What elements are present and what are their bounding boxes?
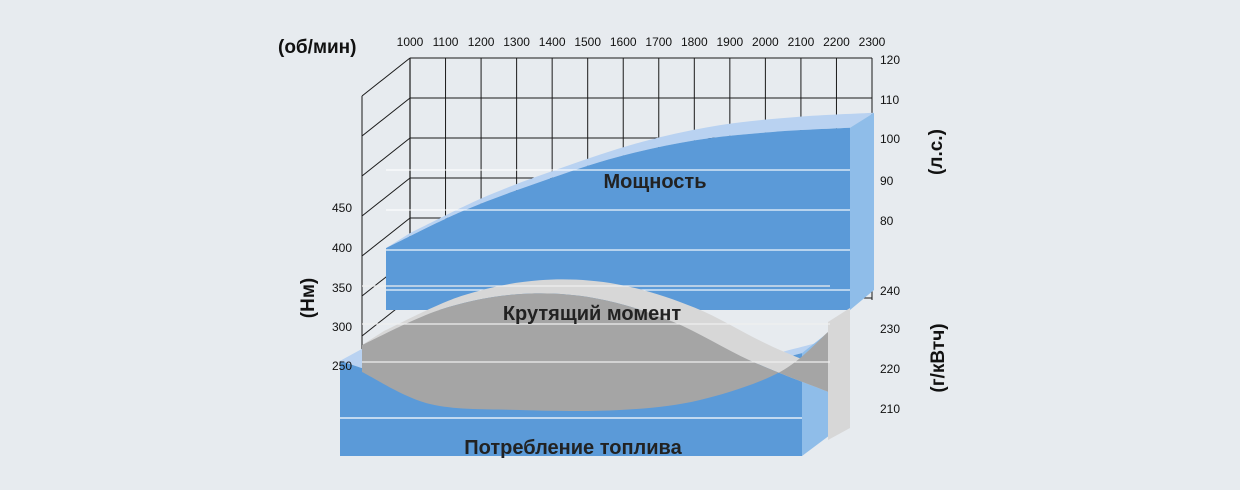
rpm-tick-label: 1500 bbox=[574, 35, 601, 49]
rpm-tick-label: 1000 bbox=[397, 35, 424, 49]
grid-side-line bbox=[361, 57, 411, 97]
rpm-tick-label: 2300 bbox=[859, 35, 886, 49]
rpm-axis-unit: (об/мин) bbox=[278, 37, 357, 58]
power-tick-label: 90 bbox=[880, 174, 894, 188]
power-tick-label: 80 bbox=[880, 214, 894, 228]
rpm-tick-label: 2000 bbox=[752, 35, 779, 49]
power-band bbox=[386, 112, 874, 310]
consumption-tick-label: 220 bbox=[880, 362, 900, 376]
rpm-tick-label: 1700 bbox=[645, 35, 672, 49]
band-labels: Мощность Крутящий момент Потребление топ… bbox=[464, 171, 706, 459]
torque-tick-label: 400 bbox=[332, 241, 352, 255]
power-axis-unit: (л.с.) bbox=[926, 129, 947, 175]
grid-side-line bbox=[361, 97, 411, 137]
torque-tick-label: 250 bbox=[332, 359, 352, 373]
consumption-axis-unit: (г/кВтч) bbox=[928, 323, 949, 392]
grid-side-line bbox=[361, 217, 411, 257]
rpm-tick-label: 1800 bbox=[681, 35, 708, 49]
rpm-tick-label: 1100 bbox=[433, 35, 459, 49]
rpm-tick-label: 1900 bbox=[716, 35, 743, 49]
grid-side-line bbox=[361, 177, 411, 217]
power-tick-label: 110 bbox=[880, 93, 899, 107]
torque-tick-label: 300 bbox=[332, 320, 352, 334]
rpm-tick-label: 1400 bbox=[539, 35, 566, 49]
torque-series-label: Крутящий момент bbox=[503, 303, 681, 325]
consumption-tick-label: 210 bbox=[880, 402, 900, 416]
power-tick-label: 120 bbox=[880, 53, 900, 67]
power-series-label: Мощность bbox=[604, 171, 707, 193]
rpm-tick-label: 2100 bbox=[788, 35, 815, 49]
rpm-tick-label: 1300 bbox=[503, 35, 530, 49]
grid-side-line bbox=[361, 137, 411, 177]
torque-tick-label: 350 bbox=[332, 281, 352, 295]
torque-front-face bbox=[362, 293, 828, 412]
rpm-tick-label: 1200 bbox=[468, 35, 495, 49]
axis-units: (об/мин) (л.с.) (Нм) (г/кВтч) bbox=[278, 37, 949, 393]
torque-axis-unit: (Нм) bbox=[298, 278, 319, 318]
torque-band bbox=[362, 279, 850, 440]
consumption-tick-label: 240 bbox=[880, 284, 900, 298]
torque-side-face bbox=[828, 308, 850, 440]
power-tick-label: 100 bbox=[880, 132, 900, 146]
axis-ticks: 1000 1100 1200 1300 1400 1500 1600 1700 1800 1900… bbox=[332, 35, 900, 416]
rpm-tick-label: 2200 bbox=[823, 35, 850, 49]
fuel-consumption-series-label: Потребление топлива bbox=[464, 437, 682, 459]
torque-tick-label: 450 bbox=[332, 201, 352, 215]
rpm-tick-label: 1600 bbox=[610, 35, 637, 49]
power-top-surface bbox=[386, 112, 874, 249]
power-side-face bbox=[850, 112, 874, 310]
consumption-tick-label: 230 bbox=[880, 322, 900, 336]
power-front-face bbox=[386, 127, 850, 310]
